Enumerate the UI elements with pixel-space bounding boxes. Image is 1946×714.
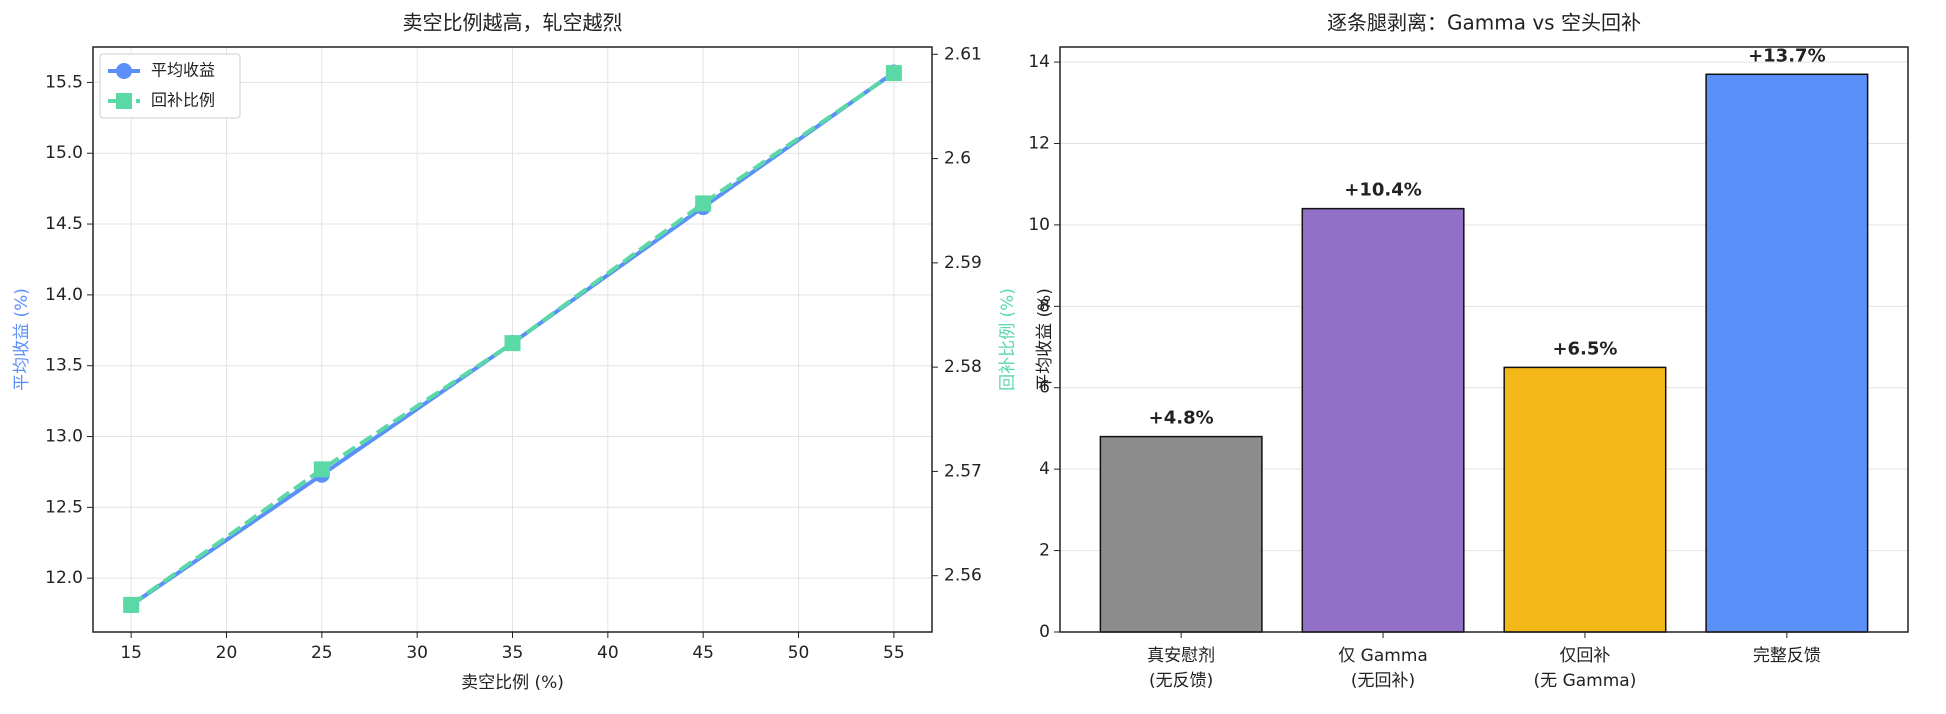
x-tick-label: 50 [788, 643, 810, 663]
marker [504, 335, 521, 352]
legend-marker [116, 93, 132, 109]
x-tick-label: 仅回补 (无 Gamma) [1533, 646, 1637, 691]
x-tick-label: 仅 Gamma (无回补) [1338, 646, 1428, 691]
y-tick-label: 12 [1028, 133, 1050, 153]
y-tick-label: 0 [1039, 622, 1050, 642]
x-tick-label: 40 [597, 643, 619, 663]
y2-tick-label: 2.59 [944, 253, 982, 273]
x-tick-label: 真安慰剂 (无反馈) [1147, 646, 1216, 691]
plot-frame [1059, 46, 1909, 633]
x-axis-label: 卖空比例 (%) [461, 673, 564, 693]
bar [1301, 207, 1465, 633]
marker [885, 65, 902, 82]
y-axis-label: 平均收益 (%) [12, 288, 32, 391]
legend-marker [116, 63, 132, 79]
x-tick-label: 完整反馈 [1752, 646, 1821, 666]
x-tick-label: 35 [502, 643, 524, 663]
y2-tick-label: 2.58 [944, 357, 982, 377]
marker [123, 596, 140, 613]
bar [1099, 435, 1263, 633]
y-tick-label: 10 [1028, 215, 1050, 235]
y-tick-label: 13.0 [45, 427, 83, 447]
y2-tick-label: 2.56 [944, 566, 982, 586]
y-tick-label: 14 [1028, 52, 1050, 72]
x-tick-label: 45 [692, 643, 714, 663]
y-tick-label: 12.5 [45, 497, 83, 517]
y-tick-label: 12.0 [45, 568, 83, 588]
y-tick-label: 2 [1039, 541, 1050, 561]
bar [1503, 366, 1667, 633]
x-tick-label: 25 [311, 643, 333, 663]
chart-title: 卖空比例越高，轧空越烈 [403, 11, 623, 35]
y-tick-label: 6 [1039, 378, 1050, 398]
marker [313, 461, 330, 478]
legend-label: 平均收益 [151, 61, 215, 80]
y2-axis-label: 回补比例 (%) [998, 288, 1018, 391]
x-tick-label: 55 [883, 643, 905, 663]
y-axis-label: 平均收益 (%) [1035, 288, 1055, 391]
value-label: +10.4% [1344, 180, 1422, 201]
legend-label: 回补比例 [151, 91, 215, 110]
marker [695, 195, 712, 212]
chart-title: 逐条腿剥离：Gamma vs 空头回补 [1327, 11, 1641, 35]
y-tick-label: 15.0 [45, 143, 83, 163]
y-tick-label: 14.5 [45, 214, 83, 234]
x-tick-label: 20 [216, 643, 238, 663]
y2-tick-label: 2.61 [944, 44, 982, 64]
y-tick-label: 13.5 [45, 356, 83, 376]
y-tick-label: 8 [1039, 296, 1050, 316]
x-tick-label: 15 [120, 643, 142, 663]
value-label: +4.8% [1149, 408, 1214, 429]
y2-tick-label: 2.57 [944, 461, 982, 481]
y-tick-label: 14.0 [45, 285, 83, 305]
y-tick-label: 15.5 [45, 72, 83, 92]
value-label: +6.5% [1552, 338, 1617, 359]
plot-frame [92, 46, 933, 633]
y2-tick-label: 2.6 [944, 149, 971, 169]
bar [1705, 73, 1869, 633]
value-label: +13.7% [1748, 45, 1826, 66]
y-tick-label: 4 [1039, 459, 1050, 479]
x-tick-label: 30 [406, 643, 428, 663]
